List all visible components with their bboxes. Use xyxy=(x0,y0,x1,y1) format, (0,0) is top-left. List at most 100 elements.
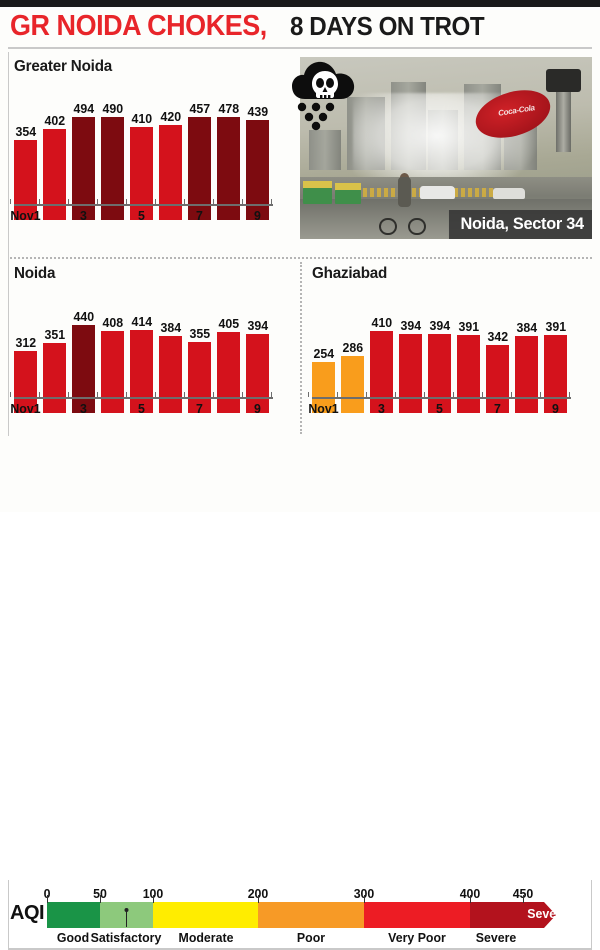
billboard-pole xyxy=(556,75,571,152)
bar-group: 408 xyxy=(101,309,124,413)
bar-value-label: 354 xyxy=(15,124,36,140)
x-axis-label: Nov1 xyxy=(10,401,41,416)
aqi-band-moderate xyxy=(152,902,259,928)
bar-group: 410 xyxy=(130,102,153,220)
chart-title: Noida xyxy=(14,265,56,282)
bar xyxy=(43,343,66,413)
bar-group: 394 xyxy=(246,309,269,413)
bar xyxy=(130,127,153,220)
vertical-divider xyxy=(300,262,302,434)
aqi-band-label: Moderate xyxy=(178,930,234,945)
bar-group: 405 xyxy=(217,309,240,413)
aqi-satisfactory-pointer-line xyxy=(126,910,128,927)
bar-group: 391 xyxy=(457,309,480,413)
bar xyxy=(101,116,124,220)
bar-value-label: 286 xyxy=(342,340,363,356)
bicycle-wheel xyxy=(378,217,397,236)
bar-value-label: 254 xyxy=(313,346,334,362)
x-axis-label: 9 xyxy=(254,401,261,416)
billboard-mount xyxy=(546,69,581,92)
bar-value-label: 439 xyxy=(247,104,268,120)
bar-value-label: 355 xyxy=(189,326,210,342)
bar-group: 440 xyxy=(72,309,95,413)
auto-rickshaw-top xyxy=(335,182,362,190)
bar xyxy=(399,334,422,413)
aqi-frame-right xyxy=(591,880,592,950)
x-axis-tick xyxy=(271,392,272,397)
aqi-frame-left xyxy=(8,880,9,950)
bar xyxy=(72,325,95,413)
plot-area: 254 286 410 394 394 391 342 384 391 xyxy=(312,287,590,413)
car xyxy=(419,186,455,199)
bar-value-label: 391 xyxy=(545,319,566,335)
bar-group: 384 xyxy=(515,309,538,413)
coca-cola-billboard: Coca-Cola xyxy=(473,69,592,152)
x-axis-tick xyxy=(395,392,396,397)
bar-value-label: 405 xyxy=(218,316,239,332)
bar-value-label: 351 xyxy=(44,327,65,343)
auto-rickshaw xyxy=(302,184,333,205)
aqi-band-label: Good xyxy=(57,930,90,945)
aqi-band-label: Very Poor xyxy=(388,930,446,945)
x-axis-label: 7 xyxy=(196,208,203,223)
x-axis-tick xyxy=(366,392,367,397)
x-axis-label: Nov1 xyxy=(10,208,41,223)
x-axis xyxy=(14,397,273,399)
x-axis-tick xyxy=(482,392,483,397)
x-axis-tick xyxy=(271,199,272,204)
cyclist-body xyxy=(398,177,411,208)
x-axis-tick xyxy=(10,199,11,204)
x-axis-label: 3 xyxy=(378,401,385,416)
bar xyxy=(246,120,269,220)
bar-group: 342 xyxy=(486,309,509,413)
bar-value-label: 410 xyxy=(371,315,392,331)
headline-black-text: 8 DAYS ON TROT xyxy=(290,10,485,41)
x-axis-label: 7 xyxy=(196,401,203,416)
bar xyxy=(544,335,567,413)
bar-group: 490 xyxy=(101,102,124,220)
cyclist xyxy=(378,173,426,236)
x-axis-tick xyxy=(184,199,185,204)
bar-group: 355 xyxy=(188,309,211,413)
bar-value-label: 490 xyxy=(102,101,123,116)
x-axis-tick xyxy=(155,199,156,204)
top-rule xyxy=(0,0,600,7)
bar-value-label: 478 xyxy=(218,101,239,116)
bar-group: 351 xyxy=(43,309,66,413)
bar-group: 394 xyxy=(428,309,451,413)
horizontal-divider xyxy=(10,257,592,259)
bar xyxy=(217,116,240,220)
x-axis-label: 9 xyxy=(552,401,559,416)
bar xyxy=(159,336,182,413)
chart-ghaziabad: Ghaziabad 254 286 410 394 394 391 342 384 391 No… xyxy=(308,265,590,435)
aqi-tick-mark xyxy=(47,895,48,903)
x-axis-tick xyxy=(569,392,570,397)
bar xyxy=(486,345,509,413)
aqi-tick-mark xyxy=(522,895,524,903)
x-axis-tick xyxy=(39,392,40,397)
bar-group: 439 xyxy=(246,102,269,220)
x-axis-label: Nov1 xyxy=(308,401,339,416)
x-axis-tick xyxy=(68,392,69,397)
bar-value-label: 414 xyxy=(131,314,152,330)
x-axis-tick xyxy=(184,392,185,397)
bar-value-label: 391 xyxy=(458,319,479,335)
x-axis-tick xyxy=(126,199,127,204)
x-axis-tick xyxy=(39,199,40,204)
x-axis-tick xyxy=(242,392,243,397)
header-divider xyxy=(8,47,592,49)
x-axis-tick xyxy=(337,392,338,397)
x-axis-tick xyxy=(155,392,156,397)
bar-group: 384 xyxy=(159,309,182,413)
bar-group: 391 xyxy=(544,309,567,413)
x-axis-label: 5 xyxy=(138,208,145,223)
aqi-band-good xyxy=(47,902,100,928)
bar-value-label: 394 xyxy=(400,318,421,334)
aqi-severe-plus-label: Severe+ xyxy=(527,906,575,921)
aqi-band-label: Poor xyxy=(297,930,326,945)
bar xyxy=(515,336,538,413)
bar xyxy=(457,335,480,413)
bar-value-label: 312 xyxy=(15,335,36,351)
x-axis-label: 5 xyxy=(436,401,443,416)
